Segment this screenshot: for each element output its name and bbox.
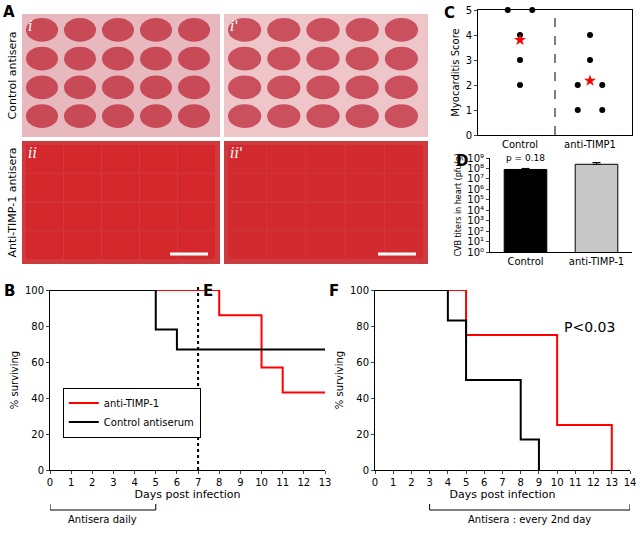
svg-text:5: 5 [153, 477, 159, 488]
svg-text:0: 0 [47, 477, 53, 488]
svg-text:14: 14 [624, 477, 637, 488]
svg-text:10⁸: 10⁸ [467, 163, 484, 174]
svg-text:6: 6 [174, 477, 180, 488]
svg-text:10³: 10³ [467, 215, 484, 226]
svg-text:7: 7 [195, 477, 201, 488]
svg-text:10⁷: 10⁷ [467, 173, 484, 184]
svg-text:i': i' [230, 18, 238, 34]
svg-text:B: B [4, 282, 15, 300]
svg-text:9: 9 [237, 477, 243, 488]
svg-text:A: A [3, 3, 15, 21]
svg-text:Anti-TIMP-1 antisera: Anti-TIMP-1 antisera [6, 148, 19, 258]
svg-text:Days post infection: Days post infection [135, 488, 241, 501]
svg-text:2: 2 [408, 477, 414, 488]
svg-text:Control: Control [507, 256, 543, 267]
svg-text:10⁰: 10⁰ [467, 247, 484, 258]
svg-text:40: 40 [356, 393, 369, 404]
svg-text:100: 100 [25, 285, 44, 296]
svg-text:1: 1 [466, 105, 472, 116]
svg-text:Control antisera: Control antisera [6, 31, 19, 119]
svg-text:C: C [444, 4, 455, 22]
svg-text:anti-TIMP-1: anti-TIMP-1 [104, 398, 159, 409]
svg-text:4: 4 [445, 477, 451, 488]
svg-text:ii': ii' [230, 145, 243, 161]
svg-text:10: 10 [255, 477, 268, 488]
svg-text:1: 1 [68, 477, 74, 488]
svg-text:10⁵: 10⁵ [467, 194, 484, 205]
svg-text:10²: 10² [467, 226, 484, 237]
svg-text:4: 4 [131, 477, 137, 488]
svg-text:12: 12 [297, 477, 310, 488]
svg-text:5: 5 [463, 477, 469, 488]
svg-text:80: 80 [356, 321, 369, 332]
svg-text:D: D [456, 152, 468, 170]
svg-text:10: 10 [551, 477, 564, 488]
svg-text:11: 11 [569, 477, 582, 488]
svg-text:Control: Control [502, 139, 538, 150]
svg-text:3: 3 [466, 55, 472, 66]
svg-text:2: 2 [89, 477, 95, 488]
svg-text:3: 3 [426, 477, 432, 488]
svg-text:Days post infection: Days post infection [450, 488, 556, 501]
svg-text:2: 2 [466, 80, 472, 91]
svg-text:Antisera : every 2nd day: Antisera : every 2nd day [468, 514, 591, 525]
svg-text:10⁹: 10⁹ [467, 153, 484, 164]
svg-text:ii: ii [28, 145, 37, 161]
svg-text:8: 8 [518, 477, 524, 488]
svg-text:6: 6 [481, 477, 487, 488]
svg-text:10⁶: 10⁶ [467, 184, 484, 195]
svg-text:20: 20 [31, 429, 44, 440]
svg-text:1: 1 [390, 477, 396, 488]
svg-text:7: 7 [499, 477, 505, 488]
svg-text:60: 60 [356, 357, 369, 368]
svg-text:i: i [28, 18, 32, 34]
svg-text:10¹: 10¹ [467, 236, 484, 247]
svg-text:4: 4 [466, 30, 472, 41]
svg-text:100: 100 [350, 285, 369, 296]
svg-text:CVB titers in heart (pfu/g): CVB titers in heart (pfu/g) [454, 153, 463, 256]
svg-text:5: 5 [466, 5, 472, 16]
svg-text:p = 0.18: p = 0.18 [506, 153, 545, 163]
svg-text:% surviving: % surviving [9, 351, 20, 409]
svg-text:12: 12 [587, 477, 600, 488]
svg-text:80: 80 [31, 321, 44, 332]
svg-text:40: 40 [31, 393, 44, 404]
svg-text:anti-TIMP-1: anti-TIMP-1 [569, 256, 624, 267]
svg-text:F: F [329, 282, 339, 300]
svg-text:P<0.03: P<0.03 [564, 319, 615, 335]
svg-text:0: 0 [466, 130, 472, 141]
svg-text:Antisera daily: Antisera daily [68, 514, 137, 525]
svg-text:10⁴: 10⁴ [467, 205, 484, 216]
svg-text:Myocarditis Score: Myocarditis Score [450, 28, 461, 116]
svg-text:13: 13 [605, 477, 618, 488]
svg-text:0: 0 [38, 465, 44, 476]
svg-text:11: 11 [276, 477, 289, 488]
svg-text:anti-TIMP1: anti-TIMP1 [564, 139, 616, 150]
svg-text:Control antiserum: Control antiserum [104, 417, 194, 428]
svg-text:% surviving: % surviving [334, 351, 345, 409]
svg-text:13: 13 [319, 477, 332, 488]
svg-text:60: 60 [31, 357, 44, 368]
svg-text:0: 0 [363, 465, 369, 476]
svg-text:E: E [203, 282, 213, 300]
svg-text:9: 9 [536, 477, 542, 488]
svg-text:20: 20 [356, 429, 369, 440]
svg-text:0: 0 [372, 477, 378, 488]
svg-text:8: 8 [216, 477, 222, 488]
svg-text:3: 3 [110, 477, 116, 488]
